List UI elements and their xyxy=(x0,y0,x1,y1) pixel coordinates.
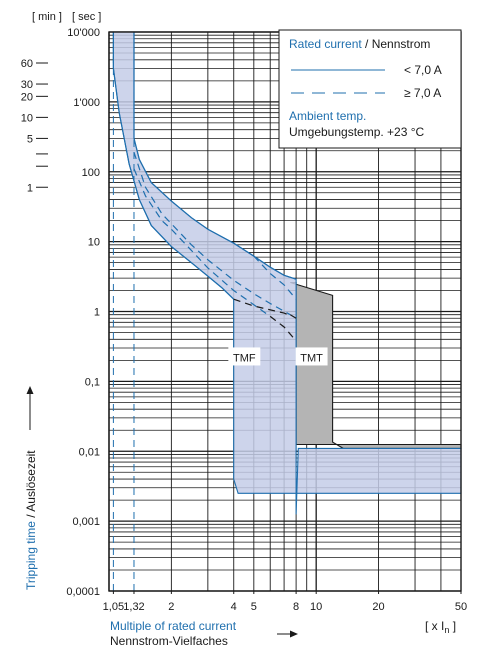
series-line-7 xyxy=(269,315,297,342)
y-tick-label-min: 5 xyxy=(27,133,33,145)
x-tick-label: 5 xyxy=(251,601,257,613)
legend: Rated current / Nennstrom < 7,0 A ≥ 7,0 … xyxy=(278,29,462,149)
x-tick-label: 10 xyxy=(310,601,322,613)
y-tick-label-min: 20 xyxy=(21,91,33,103)
x-tick-label: 4 xyxy=(231,601,237,613)
y-tick-label-sec: 10 xyxy=(88,237,100,249)
y-tick-label-min: 10 xyxy=(21,112,33,124)
x-tick-label: 20 xyxy=(372,601,384,613)
y-tick-label-min: 30 xyxy=(21,79,33,91)
legend-ambient-de: Umgebungstemp. +23 °C xyxy=(289,125,425,139)
svg-text:Tripping time / Auslösezeit: Tripping time / Auslösezeit xyxy=(24,450,38,590)
y-axis-label-en: Tripping time xyxy=(24,521,38,590)
y-tick-label-sec: 1'000 xyxy=(73,97,100,109)
y-tick-label-sec: 0,0001 xyxy=(66,586,100,598)
legend-dashed-label: ≥ 7,0 A xyxy=(404,86,441,100)
series-line-1 xyxy=(112,32,235,300)
legend-ambient-en: Ambient temp. xyxy=(289,109,366,123)
y-tick-label-sec: 0,1 xyxy=(85,376,100,388)
x-axis-arrow xyxy=(277,630,298,638)
x-tick-label: 1,05 xyxy=(103,601,124,613)
annotation-bg-tmf xyxy=(228,347,261,366)
x-tick-label: 50 xyxy=(455,601,467,613)
annotation-bg-tmt xyxy=(295,347,328,366)
x-axis-unit: [ x In ] xyxy=(425,619,456,635)
x-tick-label: 2 xyxy=(168,601,174,613)
series-line-5 xyxy=(253,255,297,300)
y-tick-label-sec: 1 xyxy=(94,307,100,319)
legend-solid-label: < 7,0 A xyxy=(404,63,442,77)
y-unit-header-sec: [ sec ] xyxy=(72,11,101,23)
y-tick-label-min: 1 xyxy=(27,182,33,194)
tick-labels-layer: 1,05 1,32 2 4 5 8 10 20 50 10'000 1'000 100 10 1 0,1 0,… xyxy=(21,27,467,613)
x-tick-label: 1,32 xyxy=(123,601,144,613)
x-axis-label-en: Multiple of rated current xyxy=(110,619,237,633)
y-axis-label: Tripping time / Auslösezeit xyxy=(24,450,38,590)
y-tick-label-sec: 0,01 xyxy=(79,446,100,458)
series-line-8 xyxy=(289,314,297,319)
y-unit-header-min: [ min ] xyxy=(32,11,62,23)
series-line-3 xyxy=(133,152,291,316)
x-axis-label-de: Nennstrom-Vielfaches xyxy=(110,634,228,648)
annotation-tmf: TMF xyxy=(233,352,256,364)
series-line-2 xyxy=(133,32,297,280)
legend-title: Rated current / Nennstrom xyxy=(289,37,430,51)
y-axis-label-de: Auslösezeit xyxy=(24,450,38,512)
y-tick-label-sec: 100 xyxy=(82,167,100,179)
y-tick-label-sec: 0,001 xyxy=(72,516,100,528)
y-tick-label-min: 60 xyxy=(21,58,33,70)
series-layer: TMF TMT xyxy=(112,32,328,591)
y-tick-label-sec: 10'000 xyxy=(67,27,100,39)
series-line-6 xyxy=(233,298,291,316)
legend-box xyxy=(278,29,462,149)
x-tick-label: 8 xyxy=(293,601,299,613)
y-axis-arrow xyxy=(26,386,34,430)
y-axis-label-sep: / xyxy=(24,512,38,521)
series-line-4 xyxy=(133,168,271,317)
annotation-tmt: TMT xyxy=(300,352,323,364)
